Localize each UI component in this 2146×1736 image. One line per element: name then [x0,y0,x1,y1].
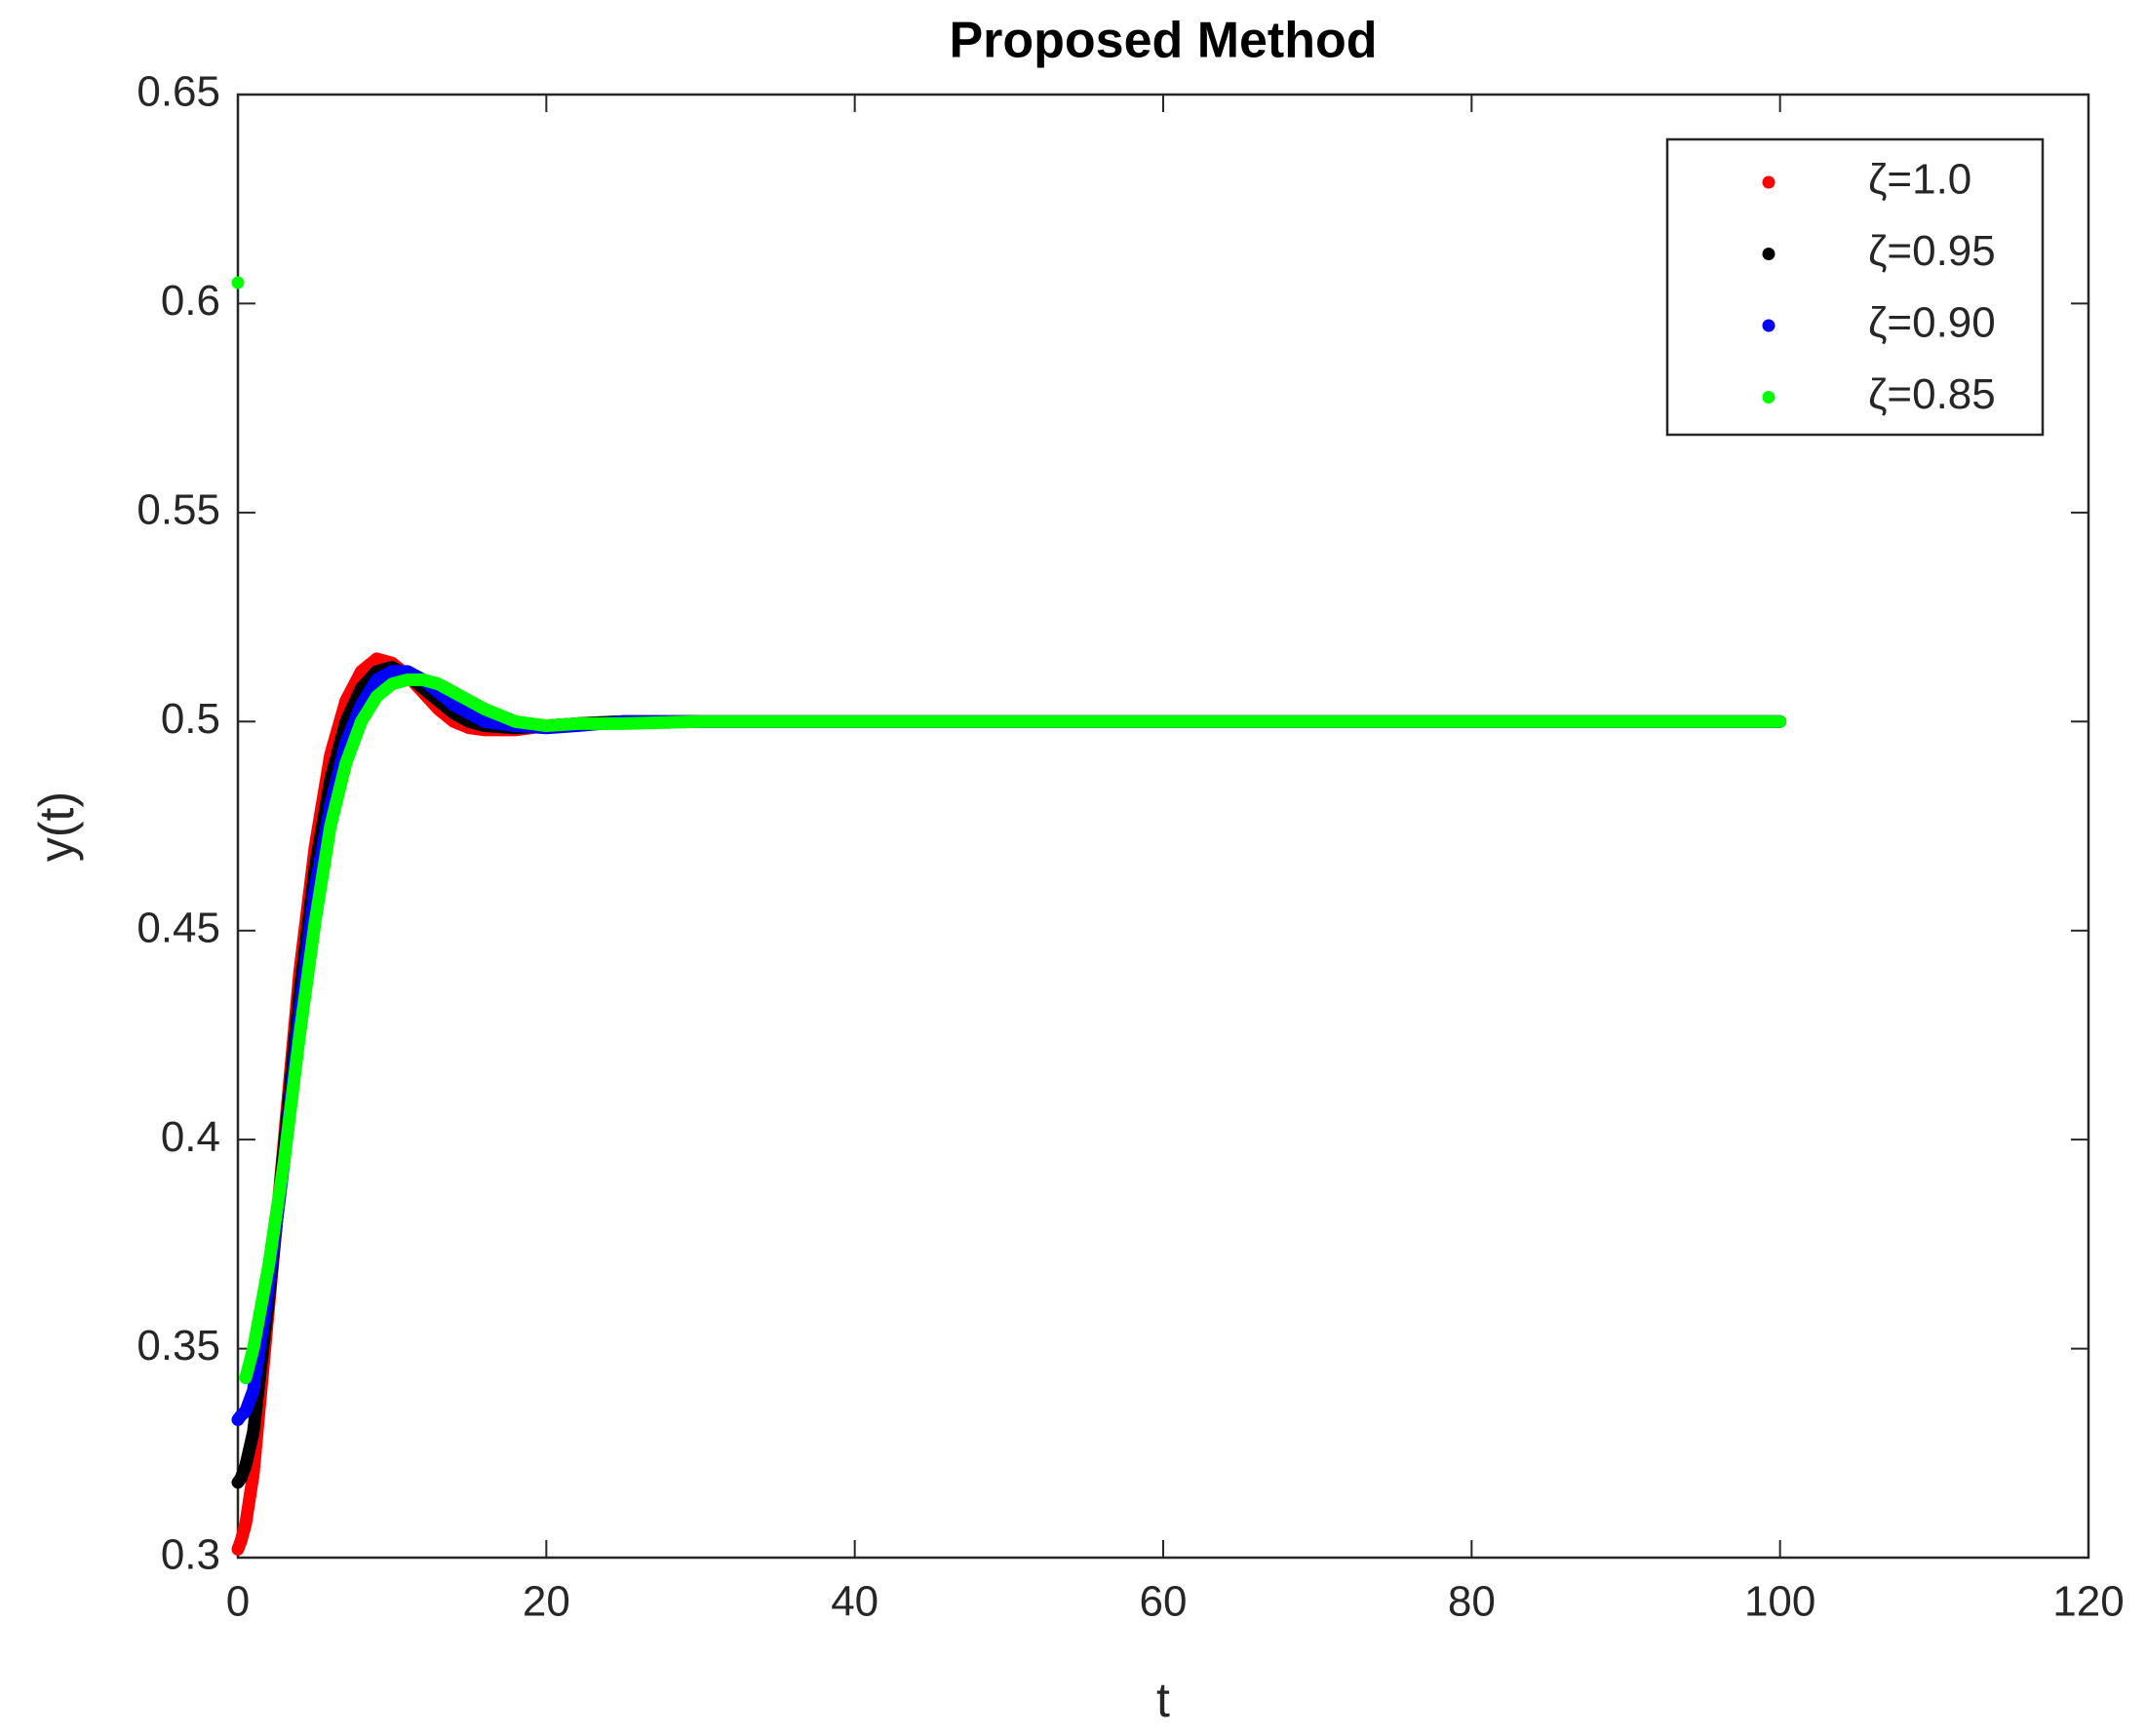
y-tick-label: 0.4 [161,1113,220,1161]
y-tick-label: 0.55 [137,485,220,533]
x-axis-label: t [1156,1673,1170,1727]
y-tick-label: 0.6 [161,277,220,325]
y-tick-label: 0.3 [161,1531,220,1579]
legend [1665,137,2045,437]
y-tick-label: 0.45 [137,904,220,951]
x-tick-label: 60 [1140,1578,1188,1626]
y-tick-label: 0.65 [137,68,220,116]
legend-label: ζ=1.0 [1868,156,1971,204]
x-tick-label: 120 [2052,1578,2124,1626]
y-tick-label: 0.5 [161,695,220,743]
legend-label: ζ=0.90 [1868,299,1996,347]
chart-title: Proposed Method [949,13,1377,69]
y-axis-label: y(t) [29,791,84,862]
legend-marker [1762,319,1775,332]
series-line [231,276,1787,1385]
legend-label: ζ=0.85 [1868,370,1996,418]
x-tick-label: 20 [523,1578,570,1626]
y-tick-label: 0.35 [137,1322,220,1370]
x-tick-label: 100 [1744,1578,1815,1626]
x-tick-label: 40 [831,1578,878,1626]
legend-label: ζ=0.95 [1868,227,1996,275]
legend-marker [1762,248,1775,260]
x-tick-label: 0 [226,1578,250,1626]
legend-marker [1762,391,1775,404]
legend-marker [1762,175,1775,189]
x-tick-label: 80 [1448,1578,1496,1626]
